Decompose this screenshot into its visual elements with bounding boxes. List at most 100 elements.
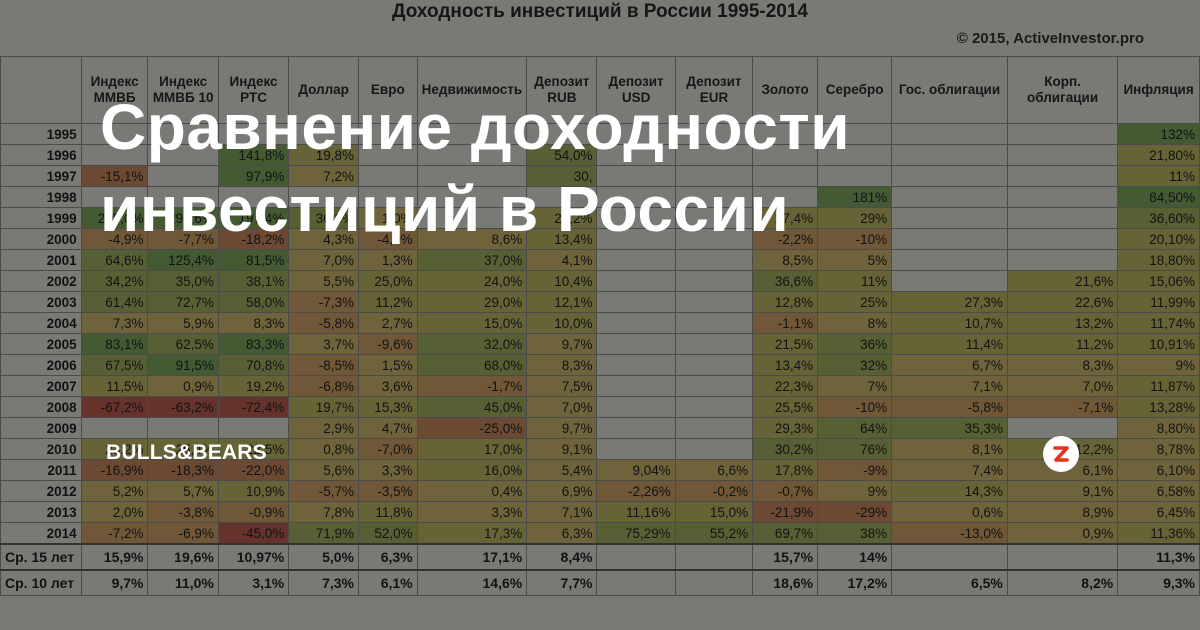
value-cell: 22,3% <box>752 375 819 397</box>
z-glyph-icon <box>1053 446 1069 462</box>
year-cell: 2013 <box>0 501 82 523</box>
value-cell: 11,36% <box>1117 522 1200 545</box>
value-cell: -5,8% <box>891 396 1008 418</box>
value-cell: 36,60% <box>1117 207 1200 229</box>
table-row: 2005 83,1% 62,5% 83,3% 3,7% -9,6% 32,0% 9,7% 21,… <box>0 333 1200 355</box>
value-cell: 7,8% <box>288 501 359 523</box>
year-cell: 1997 <box>0 165 82 187</box>
value-cell: 19,2% <box>217 375 290 397</box>
value-cell: -7,2% <box>80 522 149 545</box>
value-cell: 5,2% <box>80 480 149 502</box>
value-cell: 1,3% <box>358 249 418 271</box>
value-cell: 68,0% <box>416 354 528 376</box>
average-value-cell: 9,3% <box>1117 569 1200 596</box>
value-cell: 7,0% <box>1006 375 1119 397</box>
value-cell <box>1006 249 1119 271</box>
value-cell <box>891 186 1008 208</box>
value-cell: 6,58% <box>1117 480 1200 502</box>
year-cell: 1995 <box>0 123 82 145</box>
copyright-note: © 2015, ActiveInvestor.pro <box>956 30 1144 47</box>
value-cell: 21,6% <box>1006 270 1119 292</box>
average-label-cell: Ср. 15 лет <box>0 543 82 571</box>
value-cell: 55,2% <box>674 522 754 545</box>
value-cell <box>80 417 149 439</box>
average-value-cell: 15,9% <box>80 543 149 571</box>
value-cell <box>891 228 1008 250</box>
value-cell: -9% <box>817 459 893 481</box>
value-cell: -7,3% <box>288 291 359 313</box>
average-value-cell: 14,6% <box>416 569 528 596</box>
average-value-cell: 19,6% <box>147 543 219 571</box>
value-cell: 0,6% <box>891 501 1008 523</box>
value-cell: 83,3% <box>217 333 290 355</box>
value-cell: 76% <box>817 438 893 460</box>
value-cell <box>596 249 676 271</box>
value-cell: 8,3% <box>526 354 598 376</box>
value-cell: 7,5% <box>526 375 598 397</box>
value-cell: 11,16% <box>596 501 676 523</box>
value-cell: 61,4% <box>80 291 149 313</box>
value-cell: 64,6% <box>80 249 149 271</box>
year-cell: 2002 <box>0 270 82 292</box>
value-cell: 13,2% <box>1006 312 1119 334</box>
value-cell: -7,0% <box>358 438 418 460</box>
value-cell: 8,80% <box>1117 417 1200 439</box>
value-cell: 7,1% <box>526 501 598 523</box>
value-cell: 32% <box>817 354 893 376</box>
year-cell: 2001 <box>0 249 82 271</box>
table-row: 2014 -7,2% -6,9% -45,0% 71,9% 52,0% 17,3% 6,3% 7… <box>0 522 1200 545</box>
average-value-cell <box>596 569 676 596</box>
table-row: 2002 34,2% 35,0% 38,1% 5,5% 25,0% 24,0% 10,4% 36… <box>0 270 1200 292</box>
table-row: 2003 61,4% 72,7% 58,0% -7,3% 11,2% 29,0% 12,1% 1… <box>0 291 1200 313</box>
value-cell: -5,7% <box>288 480 359 502</box>
year-cell: 2000 <box>0 228 82 250</box>
value-cell: -10% <box>817 396 893 418</box>
value-cell: 5,6% <box>288 459 359 481</box>
value-cell: 2,0% <box>80 501 149 523</box>
value-cell: 7,3% <box>80 312 149 334</box>
value-cell: 0,8% <box>288 438 359 460</box>
average-value-cell: 15,7% <box>752 543 819 571</box>
value-cell: 7% <box>817 375 893 397</box>
value-cell: 25,0% <box>358 270 418 292</box>
year-cell: 2010 <box>0 438 82 460</box>
table-row: 2012 5,2% 5,7% 10,9% -5,7% -3,5% 0,4% 6,9% -2,26… <box>0 480 1200 502</box>
value-cell: -25,0% <box>416 417 528 439</box>
value-cell: 6,45% <box>1117 501 1200 523</box>
zen-logo-icon[interactable] <box>1043 436 1079 472</box>
column-header <box>0 56 82 124</box>
value-cell: -0,2% <box>674 480 754 502</box>
value-cell: 9,1% <box>1006 480 1119 502</box>
year-cell: 2007 <box>0 375 82 397</box>
value-cell: -0,9% <box>217 501 290 523</box>
value-cell <box>674 417 754 439</box>
table-row: 2007 11,5% 0,9% 19,2% -6,8% 3,6% -1,7% 7,5% 22,3… <box>0 375 1200 397</box>
value-cell: 58,0% <box>217 291 290 313</box>
average-value-cell <box>596 543 676 571</box>
value-cell <box>674 291 754 313</box>
value-cell: 4,1% <box>526 249 598 271</box>
year-cell: 1998 <box>0 186 82 208</box>
value-cell: 21,5% <box>752 333 819 355</box>
value-cell: 69,7% <box>752 522 819 545</box>
value-cell: 125,4% <box>147 249 219 271</box>
value-cell: 11,8% <box>358 501 418 523</box>
value-cell: 8,3% <box>1006 354 1119 376</box>
column-header: Инфляция <box>1117 56 1200 124</box>
value-cell: -3,8% <box>147 501 219 523</box>
value-cell: 7,4% <box>891 459 1008 481</box>
value-cell: 19,7% <box>288 396 359 418</box>
value-cell: 8,5% <box>752 249 819 271</box>
value-cell <box>674 354 754 376</box>
value-cell: -72,4% <box>217 396 290 418</box>
value-cell <box>891 144 1008 166</box>
value-cell: 11,5% <box>80 375 149 397</box>
average-value-cell: 11,0% <box>147 569 219 596</box>
value-cell: 6,3% <box>526 522 598 545</box>
value-cell <box>1006 123 1119 145</box>
average-value-cell: 7,3% <box>288 569 359 596</box>
value-cell: -29% <box>817 501 893 523</box>
average-value-cell <box>1006 543 1119 571</box>
value-cell: 6,10% <box>1117 459 1200 481</box>
value-cell: 3,6% <box>358 375 418 397</box>
